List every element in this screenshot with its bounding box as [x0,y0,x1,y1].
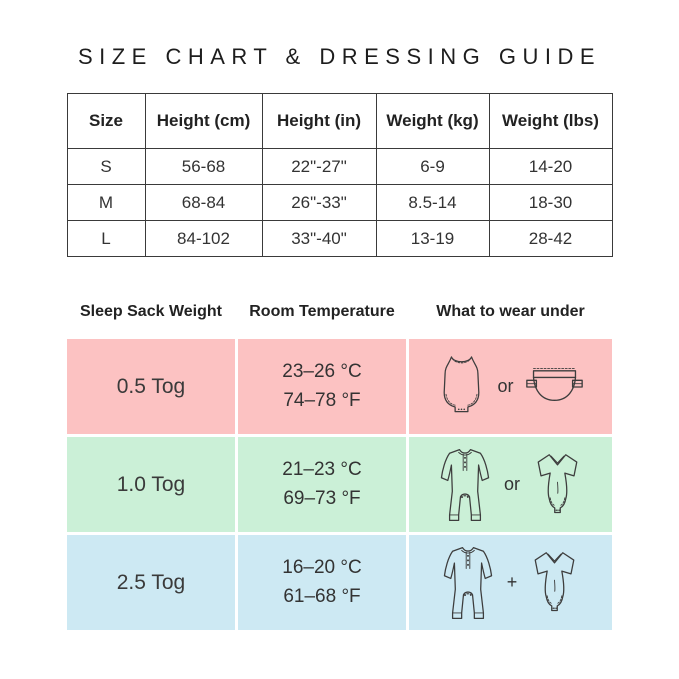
wear-cell: + [409,535,612,630]
temperature-fahrenheit: 74–78 °F [283,389,361,411]
size-table-cell: M [66,184,146,221]
temperature-cell: 21–23 °C 69–73 °F [238,437,406,532]
temperature-celsius: 16–20 °C [282,557,362,578]
size-table-header-weight-lbs: Weight (lbs) [488,93,613,149]
size-table-header-weight-kg: Weight (kg) [375,93,490,149]
bodysuit-icon [534,551,575,611]
size-table-cell: 8.5-14 [375,184,490,221]
temperature-celsius: 21–23 °C [282,459,362,480]
guide-header-sleep-sack-weight: Sleep Sack Weight [80,303,222,320]
size-table-row-l: L 84-102 33"-40" 13-19 28-42 [66,220,613,257]
temperature-celsius: 23–26 °C [282,361,362,382]
tog-cell: 1.0 Tog [67,437,235,532]
guide-header-what-to-wear-under: What to wear under [436,303,585,320]
size-table-header-height-cm: Height (cm) [144,93,263,149]
size-table: Size Height (cm) Height (in) Weight (kg)… [66,93,613,257]
size-table-cell: 13-19 [375,220,490,257]
wear-cell: or [409,339,612,434]
size-table-cell: 22"-27" [261,148,377,185]
connector-label: or [503,474,520,494]
size-table-cell: 18-30 [488,184,613,221]
size-table-row-m: M 68-84 26"-33" 8.5-14 18-30 [66,184,613,221]
page-title: SIZE CHART & DRESSING GUIDE [77,44,602,69]
temperature-cell: 23–26 °C 74–78 °F [238,339,406,434]
connector-label: or [497,376,514,396]
size-table-header-height-in: Height (in) [261,93,377,149]
size-table-cell: 56-68 [144,148,263,185]
temperature-fahrenheit: 69–73 °F [283,487,361,509]
bodysuit-sleeveless-icon [444,355,480,412]
size-table-header-row: Size Height (cm) Height (in) Weight (kg)… [66,93,613,149]
bodysuit-icon [537,453,578,513]
size-table-cell: 28-42 [488,220,613,257]
tog-cell: 2.5 Tog [67,535,235,630]
connector-label: + [506,572,518,592]
temperature-fahrenheit: 61–68 °F [283,585,361,607]
size-table-cell: 6-9 [375,148,490,185]
guide-header-room-temperature: Room Temperature [249,303,395,320]
romper-icon [440,448,490,521]
temperature-cell: 16–20 °C 61–68 °F [238,535,406,630]
tog-cell: 0.5 Tog [67,339,235,434]
size-table-row-s: S 56-68 22"-27" 6-9 14-20 [66,148,613,185]
size-table-cell: L [66,220,146,257]
size-table-cell: 26"-33" [261,184,377,221]
size-table-header-size: Size [66,93,146,149]
dressing-guide-headers: Sleep Sack Weight Room Temperature What … [67,303,612,321]
dressing-guide-grid: 0.5 Tog 23–26 °C 74–78 °F or 1.0 T [67,339,612,630]
size-table-cell: 84-102 [144,220,263,257]
size-table-cell: 14-20 [488,148,613,185]
diaper-icon [525,367,583,401]
wear-cell: or [409,437,612,532]
size-table-cell: S [66,148,146,185]
size-table-cell: 68-84 [144,184,263,221]
romper-icon [443,546,492,619]
size-table-cell: 33"-40" [261,220,377,257]
